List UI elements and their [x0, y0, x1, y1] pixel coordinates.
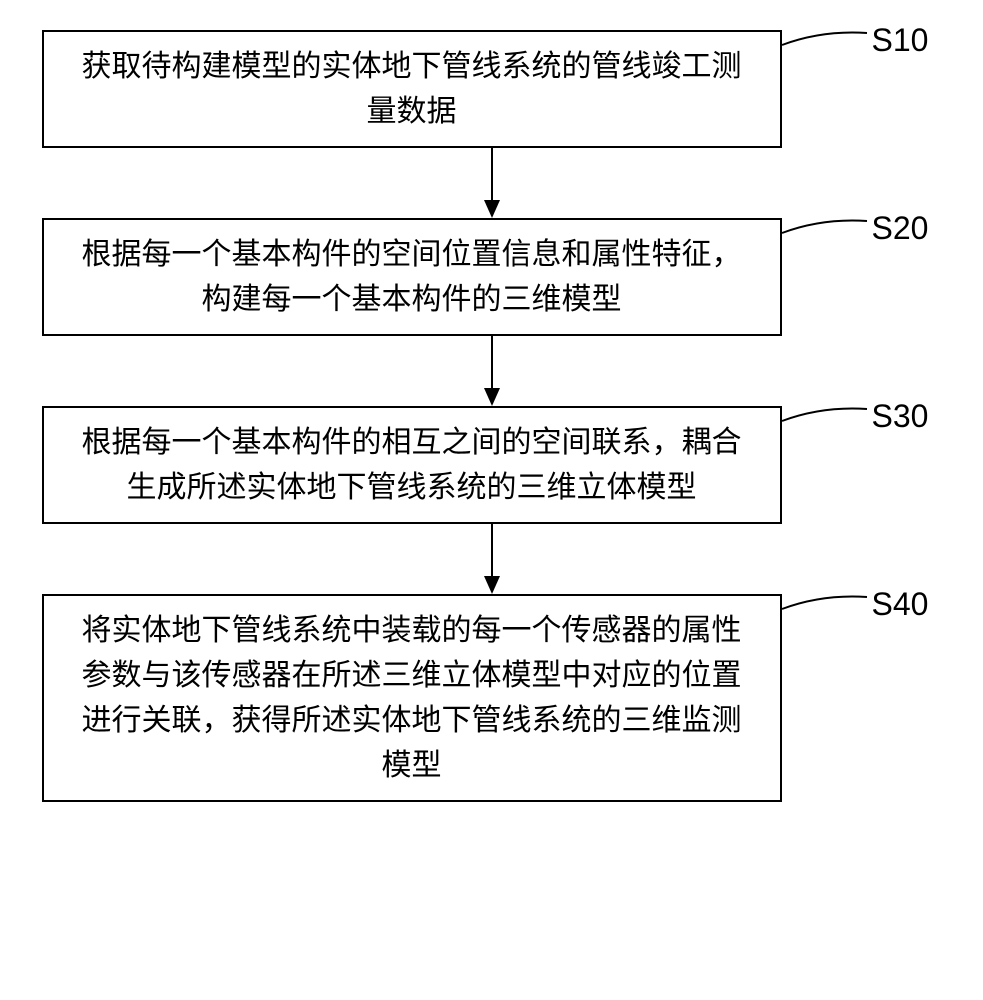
step-row-4: 将实体地下管线系统中装载的每一个传感器的属性参数与该传感器在所述三维立体模型中对… [42, 594, 942, 802]
arrow-1 [122, 148, 862, 218]
step-text-2: 根据每一个基本构件的空间位置信息和属性特征，构建每一个基本构件的三维模型 [68, 232, 756, 322]
arrow-2 [122, 336, 862, 406]
step-label-4: S40 [872, 586, 929, 623]
step-label-2: S20 [872, 210, 929, 247]
step-box-3: 根据每一个基本构件的相互之间的空间联系，耦合生成所述实体地下管线系统的三维立体模… [42, 406, 782, 524]
step-box-2: 根据每一个基本构件的空间位置信息和属性特征，构建每一个基本构件的三维模型 [42, 218, 782, 336]
step-label-3: S30 [872, 398, 929, 435]
connector-2 [772, 213, 872, 253]
connector-4 [772, 589, 872, 629]
step-box-4: 将实体地下管线系统中装载的每一个传感器的属性参数与该传感器在所述三维立体模型中对… [42, 594, 782, 802]
step-row-3: 根据每一个基本构件的相互之间的空间联系，耦合生成所述实体地下管线系统的三维立体模… [42, 406, 942, 524]
step-row-1: 获取待构建模型的实体地下管线系统的管线竣工测量数据 S10 [42, 30, 942, 148]
flowchart-container: 获取待构建模型的实体地下管线系统的管线竣工测量数据 S10 根据每一个基本构件的… [42, 30, 942, 802]
step-text-1: 获取待构建模型的实体地下管线系统的管线竣工测量数据 [68, 44, 756, 134]
connector-3 [772, 401, 872, 441]
step-label-1: S10 [872, 22, 929, 59]
arrow-3 [122, 524, 862, 594]
step-text-3: 根据每一个基本构件的相互之间的空间联系，耦合生成所述实体地下管线系统的三维立体模… [68, 420, 756, 510]
step-text-4: 将实体地下管线系统中装载的每一个传感器的属性参数与该传感器在所述三维立体模型中对… [68, 608, 756, 788]
step-box-1: 获取待构建模型的实体地下管线系统的管线竣工测量数据 [42, 30, 782, 148]
connector-1 [772, 25, 872, 65]
step-row-2: 根据每一个基本构件的空间位置信息和属性特征，构建每一个基本构件的三维模型 S20 [42, 218, 942, 336]
